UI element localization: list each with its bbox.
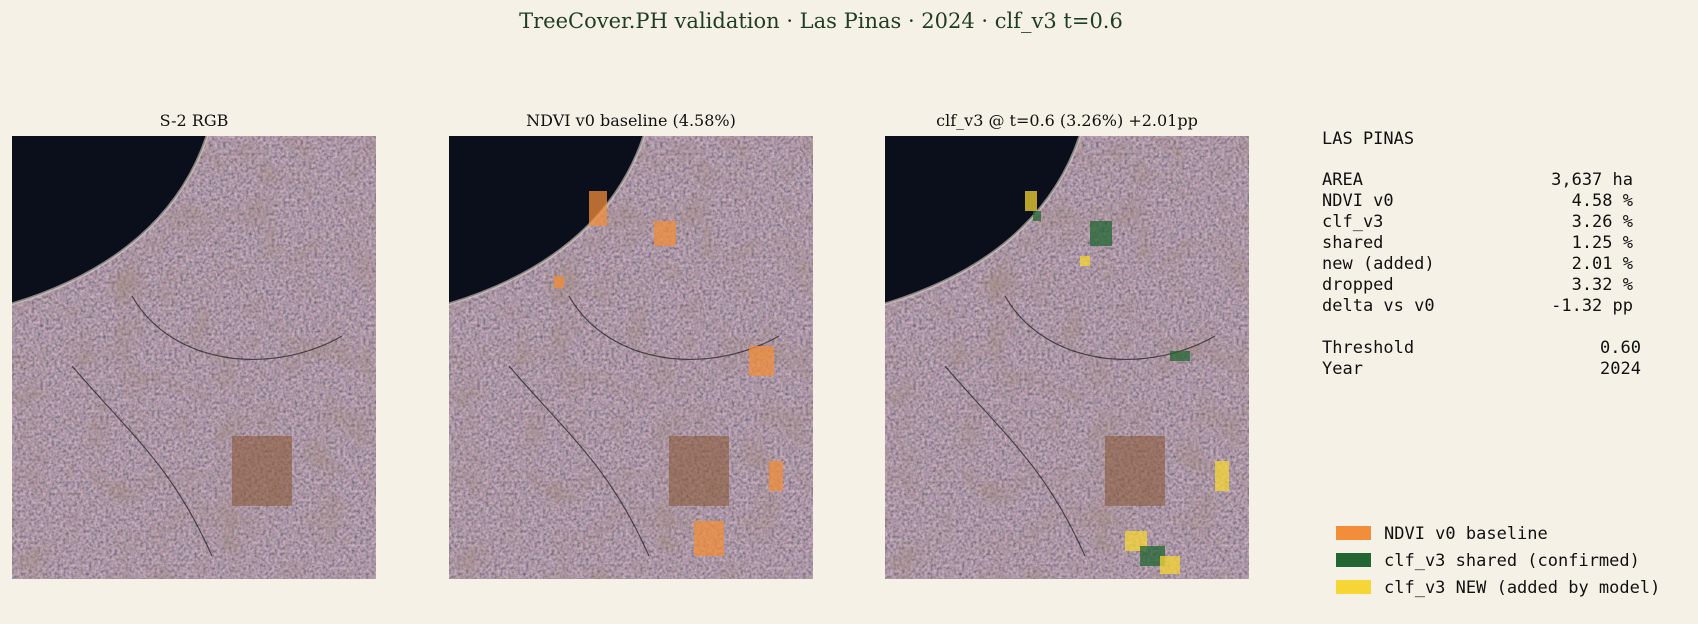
- satellite-image: [885, 136, 1249, 579]
- stat-value: 1.25 %: [1572, 233, 1633, 253]
- legend-swatch: [1336, 580, 1371, 594]
- panel-title: NDVI v0 baseline (4.58%): [526, 111, 736, 130]
- legend-label: NDVI v0 baseline: [1384, 524, 1548, 544]
- legend-label: clf_v3 NEW (added by model): [1384, 578, 1660, 598]
- stat-label: dropped: [1322, 275, 1394, 295]
- mask-overlay: [1025, 191, 1037, 211]
- stat-value: 3,637 ha: [1551, 170, 1633, 190]
- mask-overlay: [749, 346, 774, 376]
- stat-label: new (added): [1322, 254, 1435, 274]
- mask-overlay: [1215, 461, 1229, 491]
- stat-value: 3.26 %: [1572, 212, 1633, 232]
- stat-label: clf_v3: [1322, 212, 1383, 232]
- stats-heading: LAS PINAS: [1322, 129, 1414, 149]
- image-base: [12, 136, 376, 579]
- mask-overlay: [1080, 256, 1090, 266]
- legend-swatch: [1336, 553, 1371, 567]
- mask-overlay: [694, 521, 724, 556]
- stat-label: NDVI v0: [1322, 191, 1394, 211]
- panel-title: clf_v3 @ t=0.6 (3.26%) +2.01pp: [936, 111, 1198, 130]
- legend-label: clf_v3 shared (confirmed): [1384, 551, 1640, 571]
- param-label: Year: [1322, 359, 1363, 379]
- mask-overlay: [654, 221, 676, 246]
- stat-value: 3.32 %: [1572, 275, 1633, 295]
- mask-overlay: [1140, 546, 1165, 566]
- mask-overlay: [1033, 211, 1041, 221]
- satellite-image: [449, 136, 813, 579]
- stat-value: 4.58 %: [1572, 191, 1633, 211]
- stat-value: -1.32 pp: [1551, 296, 1633, 316]
- mask-overlay: [769, 461, 783, 491]
- param-label: Threshold: [1322, 338, 1414, 358]
- image-base: [885, 136, 1249, 579]
- mask-overlay: [589, 191, 607, 226]
- panel-title: S-2 RGB: [160, 111, 229, 130]
- param-value: 2024: [1600, 359, 1641, 379]
- stat-label: delta vs v0: [1322, 296, 1435, 316]
- legend-swatch: [1336, 526, 1371, 540]
- stat-value: 2.01 %: [1572, 254, 1633, 274]
- satellite-image: [12, 136, 376, 579]
- stat-label: AREA: [1322, 170, 1363, 190]
- mask-overlay: [554, 276, 564, 288]
- title: TreeCover.PH validation · Las Pinas · 20…: [519, 9, 1123, 33]
- mask-overlay: [1090, 221, 1112, 246]
- mask-overlay: [1170, 351, 1190, 361]
- stat-label: shared: [1322, 233, 1383, 253]
- param-value: 0.60: [1600, 338, 1641, 358]
- mask-overlay: [1160, 556, 1180, 574]
